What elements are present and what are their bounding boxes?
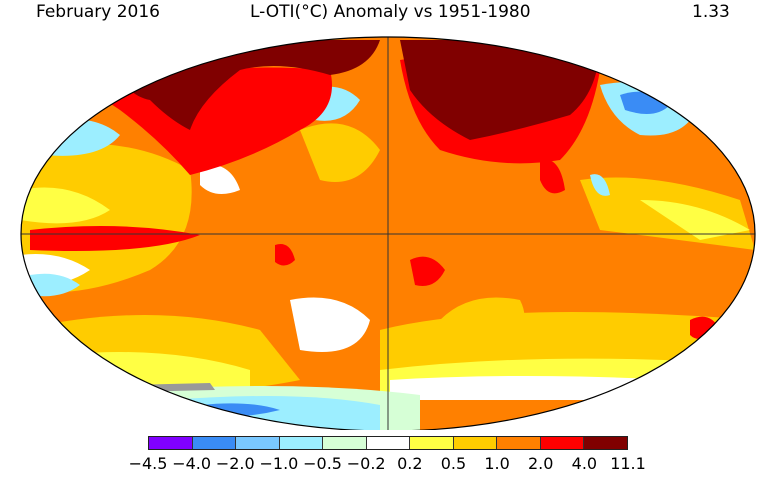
colorbar-tick-label: 11.1 [610, 454, 646, 473]
colorbar-tick-label: 1.0 [484, 454, 510, 473]
colorbar-bin [366, 437, 411, 449]
colorbar-bin [497, 437, 541, 449]
colorbar-bin [236, 437, 280, 449]
colorbar-bin [584, 437, 628, 449]
global-mean-anomaly: 1.33 [692, 2, 730, 22]
colorbar-bin [540, 437, 585, 449]
colorbar-tick-label: 0.2 [397, 454, 423, 473]
colorbar-tick-label: −2.0 [215, 454, 255, 473]
colorbar-bin [410, 437, 454, 449]
map-outline [20, 36, 756, 430]
colorbar-tick-label: −4.0 [172, 454, 212, 473]
map-title: L-OTI(°C) Anomaly vs 1951-1980 [250, 2, 531, 22]
anomaly-map [20, 36, 756, 430]
colorbar-tick-label: −0.2 [346, 454, 386, 473]
colorbar-bin [323, 437, 367, 449]
colorbar-bin [192, 437, 237, 449]
colorbar-tick-label: −0.5 [303, 454, 342, 473]
colorbar-bin [149, 437, 193, 449]
colorbar-bin [453, 437, 498, 449]
map-date: February 2016 [36, 2, 160, 22]
colorbar-tick-label: 0.5 [440, 454, 467, 473]
colorbar-tick-label: 2.0 [527, 454, 554, 473]
colorbar-bin [279, 437, 324, 449]
colorbar [148, 436, 628, 450]
colorbar-tick-label: 4.0 [571, 454, 598, 473]
colorbar-tick-label: −4.5 [128, 454, 168, 473]
colorbar-tick-label: −1.0 [259, 454, 299, 473]
